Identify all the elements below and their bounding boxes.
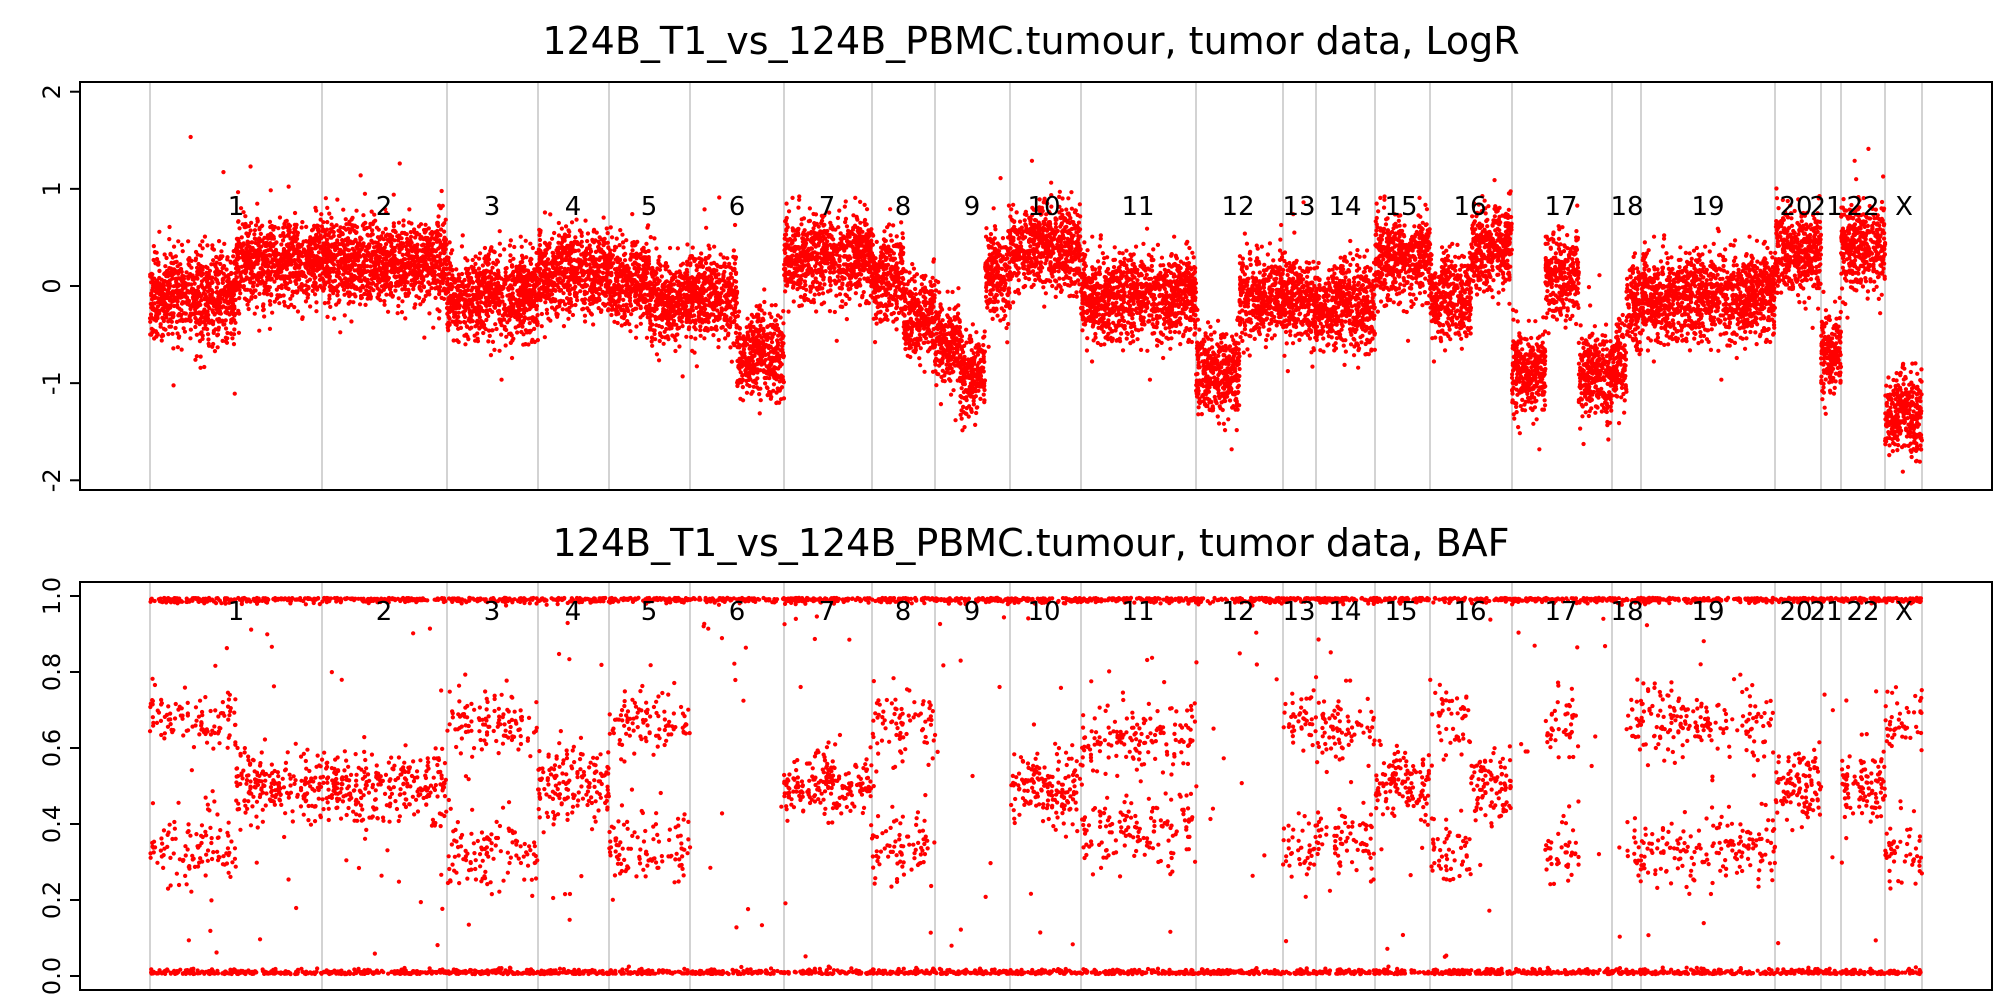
chromosome-label: 3 [484,192,501,222]
y-tick-label: 1 [38,181,66,196]
chromosome-label: X [1895,192,1913,222]
chromosome-label: 11 [1121,597,1154,627]
chromosome-label: 15 [1384,597,1417,627]
logr-points [147,134,1924,474]
chromosome-label: 15 [1384,192,1417,222]
chromosome-label: 10 [1027,597,1060,627]
baf-data-points [147,595,1924,977]
chromosome-label: 4 [565,192,582,222]
chromosome-label: 18 [1610,597,1643,627]
chromosome-label: 4 [565,597,582,627]
chromosome-label: 12 [1221,192,1254,222]
chromosome-label: 17 [1544,192,1577,222]
chromosome-label: 13 [1282,192,1315,222]
chromosome-label: 9 [964,192,981,222]
chromosome-label: 19 [1691,192,1724,222]
y-tick-label: 0.4 [38,805,66,843]
chromosome-label: 8 [895,192,912,222]
chromosome-label: 2 [376,597,393,627]
chromosome-label: 13 [1282,597,1315,627]
y-tick-label: 0.6 [38,729,66,767]
chromosome-label: 12 [1221,597,1254,627]
y-tick-label: 0 [38,278,66,293]
baf-points [147,595,1924,977]
chromosome-label: 19 [1691,597,1724,627]
chromosome-label: 8 [895,597,912,627]
chromosome-label: 6 [729,597,746,627]
y-tick-label: 0.2 [38,881,66,919]
baf-y-axis: 0.0 0.2 0.4 0.6 0.8 1.0 [38,577,80,995]
baf-panel: 124B_T1_vs_124B_PBMC.tumour, tumor data,… [38,521,1993,995]
chromosome-label: 22 [1846,597,1879,627]
logr-data-points [147,134,1924,474]
chromosome-label: 3 [484,597,501,627]
y-tick-label: 0.8 [38,653,66,691]
chromosome-label: 16 [1453,192,1486,222]
chromosome-label: 20 [1779,597,1812,627]
y-tick-label: -2 [38,468,66,492]
chromosome-label: 17 [1544,597,1577,627]
chromosome-label: X [1895,597,1913,627]
chromosome-label: 2 [376,192,393,222]
chromosome-label: 10 [1027,192,1060,222]
chromosome-label: 16 [1453,597,1486,627]
chromosome-label: 1 [228,192,245,222]
chromosome-label: 5 [641,597,658,627]
logr-y-axis: -2 -1 0 1 2 [38,84,80,492]
chromosome-label: 21 [1809,192,1842,222]
chromosome-label: 22 [1846,192,1879,222]
chromosome-label: 9 [964,597,981,627]
y-tick-label: -1 [38,371,66,395]
chromosome-label: 21 [1809,597,1842,627]
chromosome-label: 7 [819,597,836,627]
y-tick-label: 2 [38,84,66,99]
logr-title: 124B_T1_vs_124B_PBMC.tumour, tumor data,… [542,19,1519,63]
chromosome-label: 5 [641,192,658,222]
chromosome-label: 1 [228,597,245,627]
y-tick-label: 1.0 [38,577,66,615]
baf-plot-frame [79,581,1993,991]
logr-panel: 124B_T1_vs_124B_PBMC.tumour, tumor data,… [38,19,1993,492]
baf-title: 124B_T1_vs_124B_PBMC.tumour, tumor data,… [553,521,1510,565]
chromosome-label: 18 [1610,192,1643,222]
chromosome-label: 7 [819,192,836,222]
baf-chromosome-separators [149,582,1923,990]
chromosome-label: 11 [1121,192,1154,222]
y-tick-label: 0.0 [38,957,66,995]
chromosome-label: 20 [1779,192,1812,222]
chromosome-label: 14 [1328,192,1361,222]
chromosome-label: 6 [729,192,746,222]
chromosome-label: 14 [1328,597,1361,627]
